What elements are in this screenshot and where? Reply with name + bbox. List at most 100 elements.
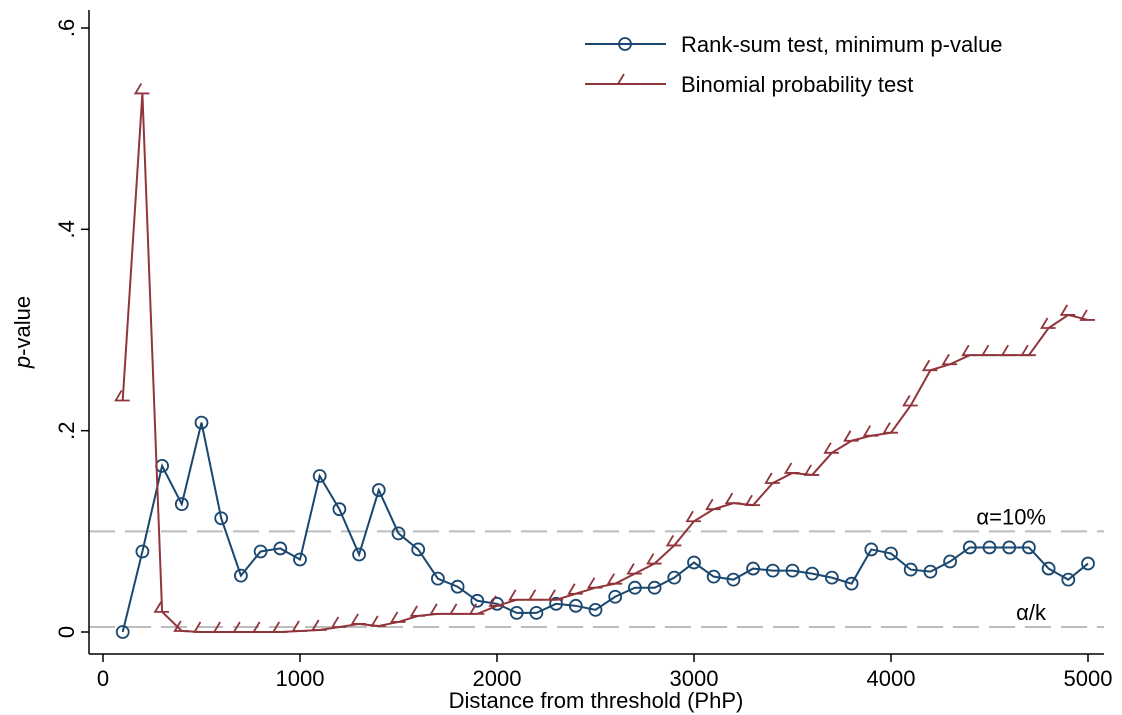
data-point	[508, 589, 524, 601]
data-point	[724, 492, 741, 505]
data-point	[765, 563, 780, 578]
data-point	[529, 605, 544, 620]
data-point	[192, 621, 209, 633]
data-point	[844, 576, 859, 591]
data-point	[764, 472, 780, 484]
data-point	[174, 497, 189, 512]
data-point	[350, 613, 367, 625]
data-point	[706, 569, 721, 584]
data-point	[488, 595, 504, 607]
data-point	[783, 462, 800, 474]
data-point	[843, 430, 859, 442]
data-point	[785, 563, 800, 578]
data-point	[391, 526, 406, 541]
data-point	[1000, 344, 1017, 357]
data-point	[1002, 540, 1017, 555]
data-point	[616, 73, 632, 85]
data-point	[746, 561, 760, 576]
data-point	[411, 542, 426, 557]
data-point	[941, 353, 958, 366]
data-point	[864, 542, 879, 557]
data-point	[547, 589, 564, 601]
y-tick-label: 0	[54, 626, 79, 638]
series-layer	[114, 82, 1095, 639]
data-point	[352, 547, 367, 562]
reference-line-label: α=10%	[976, 504, 1046, 529]
data-point	[667, 570, 682, 585]
data-point	[135, 544, 150, 559]
series-rank-sum	[115, 415, 1095, 639]
x-axis-label: Distance from threshold (PhP)	[449, 688, 744, 713]
data-point	[568, 598, 583, 613]
data-point	[726, 572, 741, 587]
data-point	[293, 552, 307, 567]
x-tick-label: 4000	[867, 666, 916, 691]
data-point	[527, 589, 544, 601]
data-point	[449, 603, 465, 615]
y-axis-label-italic: p	[10, 356, 35, 369]
data-point	[962, 540, 977, 555]
data-point	[921, 359, 938, 372]
legend-label: Rank-sum test, minimum p-value	[681, 32, 1003, 57]
data-point	[1022, 540, 1036, 555]
data-point	[153, 601, 170, 613]
data-point	[685, 510, 701, 523]
data-point	[1040, 317, 1056, 329]
data-point	[212, 621, 229, 633]
data-point	[862, 425, 879, 437]
data-point	[705, 498, 721, 511]
data-point	[133, 82, 150, 95]
data-point	[470, 593, 485, 608]
data-point	[626, 563, 642, 575]
data-point	[882, 422, 898, 434]
legend: Rank-sum test, minimum p-value Binomial p…	[585, 32, 1003, 97]
data-point	[233, 568, 248, 583]
reference-line-label: α/k	[1016, 600, 1047, 625]
data-point	[628, 580, 642, 595]
data-point	[194, 415, 209, 430]
data-point	[1020, 344, 1036, 357]
y-tick-label: .6	[54, 19, 79, 37]
data-point	[567, 583, 583, 595]
data-point	[884, 546, 898, 561]
data-point	[825, 570, 839, 585]
data-point	[923, 564, 938, 579]
data-point	[588, 602, 603, 617]
legend-label: Binomial probability test	[681, 72, 913, 97]
data-point	[823, 442, 839, 454]
series-binomial	[114, 82, 1095, 633]
data-point	[430, 571, 445, 586]
data-point	[961, 344, 977, 357]
data-point	[291, 620, 307, 632]
data-point	[646, 553, 662, 565]
data-point	[1081, 556, 1095, 571]
data-point	[1061, 572, 1076, 587]
legend-item: Rank-sum test, minimum p-value	[585, 32, 1003, 57]
data-point	[389, 611, 406, 623]
x-tick-label: 1000	[276, 666, 325, 691]
data-point	[687, 555, 701, 570]
data-point	[549, 596, 563, 611]
data-point	[982, 540, 997, 555]
data-point	[1041, 561, 1056, 576]
y-axis-label: p-value	[10, 296, 35, 369]
data-point	[647, 580, 662, 595]
data-point	[311, 619, 327, 631]
data-point	[271, 621, 288, 633]
data-point	[665, 534, 682, 547]
data-point	[332, 502, 347, 517]
series-line	[121, 422, 1089, 633]
legend-item: Binomial probability test	[585, 72, 913, 97]
data-point	[173, 620, 189, 632]
data-point	[744, 494, 761, 507]
reference-lines: α=10% α/k	[89, 504, 1104, 628]
data-point	[330, 616, 347, 628]
data-point	[509, 605, 524, 620]
data-point	[803, 464, 820, 476]
data-point	[429, 603, 445, 615]
data-point	[214, 511, 229, 526]
data-point	[253, 544, 268, 559]
data-point	[586, 577, 603, 589]
y-tick-label: .2	[54, 421, 79, 439]
